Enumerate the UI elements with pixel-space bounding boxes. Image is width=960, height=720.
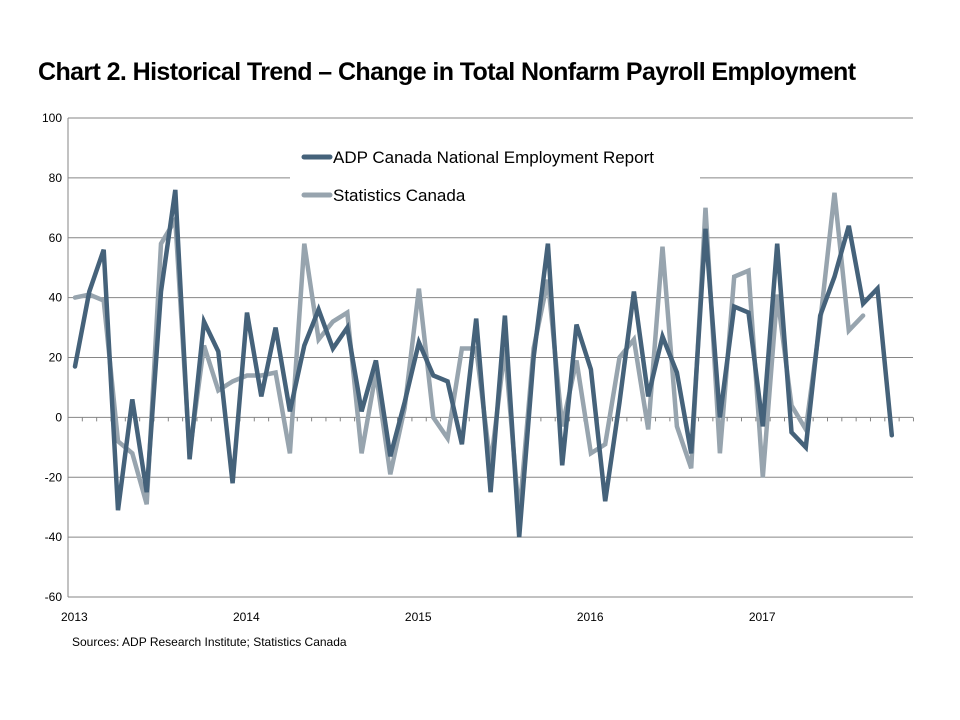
x-tick-label: 2013 xyxy=(61,610,88,624)
x-tick-label: 2017 xyxy=(749,610,776,624)
x-tick-label: 2015 xyxy=(405,610,432,624)
adp-series-line xyxy=(72,189,895,538)
axes xyxy=(67,118,914,597)
series-lines xyxy=(72,189,895,538)
y-tick-label: -40 xyxy=(45,530,63,544)
legend-label: Statistics Canada xyxy=(333,186,466,205)
y-tick-labels: 100 80 60 40 20 0 -20 -40 -60 xyxy=(42,111,62,604)
legend-label: ADP Canada National Employment Report xyxy=(333,148,654,167)
y-tick-label: 40 xyxy=(49,291,63,305)
y-tick-label: -60 xyxy=(45,590,63,604)
source-note: Sources: ADP Research Institute; Statist… xyxy=(72,635,347,649)
x-tick-label: 2016 xyxy=(577,610,604,624)
x-tick-label: 2014 xyxy=(233,610,260,624)
y-tick-label: 0 xyxy=(55,410,62,424)
legend: ADP Canada National Employment Report Sta… xyxy=(301,148,654,205)
y-tick-label: 100 xyxy=(42,111,62,125)
x-tick-labels: 2013 2014 2015 2016 2017 xyxy=(61,610,776,624)
y-tick-label: 20 xyxy=(49,351,63,365)
y-tick-label: -20 xyxy=(45,470,63,484)
legend-background xyxy=(290,138,700,210)
y-tick-label: 60 xyxy=(49,231,63,245)
statcan-series-line xyxy=(72,192,866,517)
chart-title: Chart 2. Historical Trend – Change in To… xyxy=(38,58,856,86)
y-tick-label: 80 xyxy=(49,171,63,185)
